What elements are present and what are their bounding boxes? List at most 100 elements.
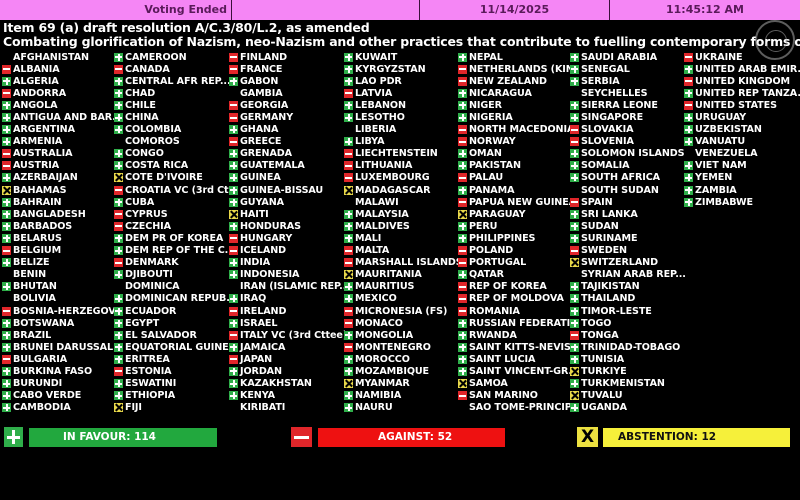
country-name: ISRAEL [240,317,278,329]
country-name: VANUATU [695,136,746,148]
minus-icon [570,137,579,147]
minus-icon [114,209,123,219]
country-name: SOUTH AFRICA [581,172,660,184]
minus-icon [458,282,467,292]
country-name: SLOVAKIA [581,124,634,136]
country-name: BELGIUM [13,245,62,257]
plus-icon [229,173,238,183]
country-name: LAO PDR [355,75,402,87]
country-name: NORTH MACEDONIA [469,124,574,136]
country-name: MALTA [355,245,390,257]
country-name: TAJIKISTAN [581,281,640,293]
plus-icon [229,258,238,268]
plus-icon [458,221,467,231]
plus-icon [684,137,693,147]
country-row: BURKINA FASO [2,365,118,377]
country-name: ARGENTINA [13,124,75,136]
country-name: DEM PR OF KOREA [125,232,224,244]
plus-icon [344,113,353,123]
country-name: YEMEN [695,172,733,184]
country-row: PANAMA [458,184,574,196]
plus-icon [458,161,467,171]
country-name: ERITREA [125,353,170,365]
country-row: HAITI [229,208,345,220]
plus-icon [570,282,579,292]
no-vote-blank [570,270,579,279]
minus-icon [229,306,238,316]
country-row: CYPRUS [114,208,230,220]
country-name: GUYANA [240,196,284,208]
plus-icon [458,149,467,159]
country-name: UNITED STATES [695,99,777,111]
country-row: TUVALU [570,390,686,402]
country-row: NETHERLANDS (KIN... [458,63,574,75]
country-row: SOUTH AFRICA [570,172,686,184]
country-name: PAKISTAN [469,160,521,172]
country-row: DENMARK [114,257,230,269]
plus-icon [114,233,123,243]
country-row: SAINT LUCIA [458,353,574,365]
x-icon [344,379,353,389]
plus-icon [344,294,353,304]
country-name: CHINA [125,112,159,124]
plus-icon [570,233,579,243]
country-row: UKRAINE [684,51,800,63]
country-name: BULGARIA [13,353,68,365]
country-name: SOUTH SUDAN [581,184,659,196]
x-icon: X [577,427,598,447]
plus-icon [114,306,123,316]
country-name: QATAR [469,269,504,281]
country-name: NIGERIA [469,112,513,124]
country-name: NAURU [355,402,393,414]
country-row: DEM REP OF THE C... [114,245,230,257]
plus-icon [684,161,693,171]
plus-icon [2,403,11,413]
minus-icon [344,342,353,352]
country-row: MONGOLIA [344,329,460,341]
minus-icon [458,197,467,207]
country-name: UGANDA [581,402,627,414]
country-name: SAINT VINCENT-GR... [469,365,574,377]
plus-icon [2,137,11,147]
minus-icon [229,354,238,364]
minus-icon [291,427,312,447]
country-row: PARAGUAY [458,208,574,220]
country-name: NORWAY [469,136,516,148]
plus-icon [570,161,579,171]
country-row: NEW ZEALAND [458,75,574,87]
country-row: POLAND [458,245,574,257]
country-name: CHILE [125,99,156,111]
country-name: SOMALIA [581,160,630,172]
country-row: MOROCCO [344,353,460,365]
country-name: AFGHANISTAN [13,51,89,63]
country-row: LUXEMBOURG [344,172,460,184]
country-name: NETHERLANDS (KIN... [469,63,574,75]
country-row: MALTA [344,245,460,257]
country-row: SOUTH SUDAN [570,184,686,196]
country-row: CHILE [114,99,230,111]
country-row: UNITED KINGDOM [684,75,800,87]
country-row: RUSSIAN FEDERATI... [458,317,574,329]
plus-icon [2,342,11,352]
plus-icon [458,354,467,364]
country-row: AUSTRIA [2,160,118,172]
country-name: LATVIA [355,87,393,99]
plus-icon [570,100,579,110]
country-row: TRINIDAD-TOBAGO [570,341,686,353]
plus-icon [114,197,123,207]
minus-icon [114,258,123,268]
country-row: BHUTAN [2,281,118,293]
country-name: NIGER [469,99,502,111]
minus-icon [344,258,353,268]
plus-icon [229,221,238,231]
country-name: LUXEMBOURG [355,172,430,184]
plus-icon [458,233,467,243]
country-row: CROATIA VC (3rd Ct... [114,184,230,196]
country-row: UGANDA [570,402,686,414]
country-name: IRELAND [240,305,287,317]
country-name: SOLOMON ISLANDS [581,148,685,160]
country-row: NIGERIA [458,111,574,123]
country-name: LIBYA [355,136,385,148]
country-row: SLOVAKIA [570,124,686,136]
country-row: VIET NAM [684,160,800,172]
